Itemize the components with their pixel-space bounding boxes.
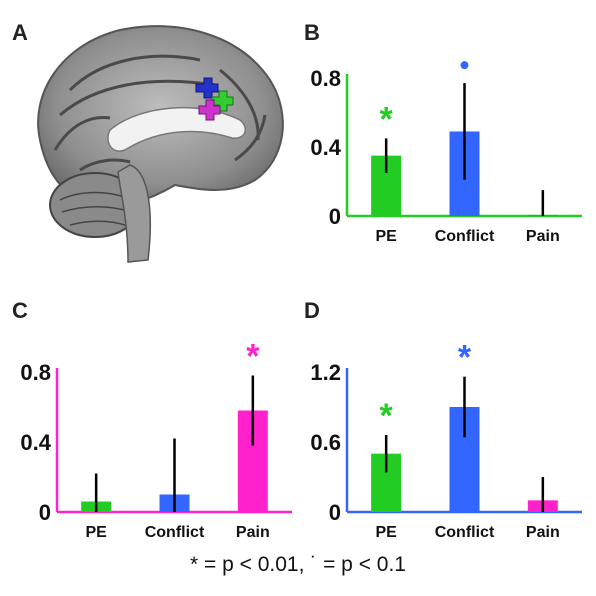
x-tick-label: Conflict xyxy=(435,524,495,540)
panel-label-c: C xyxy=(12,298,28,323)
chart-c-svg: 0 0.4 0.8 PE Conflict Pain * xyxy=(20,338,292,541)
significance-star: * xyxy=(246,338,260,376)
x-tick-label: Conflict xyxy=(145,524,205,540)
roi-conflict-marker xyxy=(195,77,219,99)
y-tick-label: 0 xyxy=(329,204,341,229)
panel-label-a: A xyxy=(12,20,28,45)
x-tick-label: Conflict xyxy=(435,228,495,245)
roi-pain-marker xyxy=(198,99,221,121)
chart-d-svg: 0 0.6 1.2 PE Conflict Pain * * xyxy=(310,339,582,541)
roi-pe-marker xyxy=(211,90,234,112)
panel-label-d: D xyxy=(304,298,320,323)
gyri-lines xyxy=(53,54,267,172)
brainstem xyxy=(117,164,151,263)
chart-b-svg: 0 0.4 0.8 PE Conflict Pain * xyxy=(310,61,582,245)
y-tick-label: 0.8 xyxy=(310,66,341,91)
roi-markers xyxy=(195,77,234,121)
bar-chart-c: 0 0.4 0.8 PE Conflict Pain * xyxy=(0,320,300,541)
significance-star: * xyxy=(380,100,394,138)
x-tick-label: Pain xyxy=(526,524,560,540)
brain-figure xyxy=(37,25,284,263)
y-tick-label: 0.4 xyxy=(20,430,51,455)
panel-label-b: B xyxy=(304,20,320,45)
x-tick-label: PE xyxy=(85,524,107,540)
y-tick-label: 1.2 xyxy=(310,360,341,385)
significance-star: * xyxy=(458,339,472,377)
x-tick-label: Pain xyxy=(526,228,560,245)
bar-chart-b: 0 0.4 0.8 PE Conflict Pain * xyxy=(290,40,590,290)
y-tick-label: 0.6 xyxy=(310,430,341,455)
bar-chart-d: 0 0.6 1.2 PE Conflict Pain * * xyxy=(290,320,590,541)
y-tick-label: 0.8 xyxy=(20,360,51,385)
y-tick-label: 0 xyxy=(39,500,51,525)
significance-star: * xyxy=(380,397,394,435)
y-tick-label: 0 xyxy=(329,500,341,525)
brain-sagittal-image xyxy=(0,0,300,300)
x-tick-label: PE xyxy=(375,228,397,245)
y-tick-label: 0.4 xyxy=(310,135,341,160)
significance-footnote: * = p < 0.01, ˙ = p < 0.1 xyxy=(190,553,406,576)
x-tick-label: Pain xyxy=(236,524,270,540)
trend-dot xyxy=(460,61,469,70)
x-tick-label: PE xyxy=(375,524,397,540)
